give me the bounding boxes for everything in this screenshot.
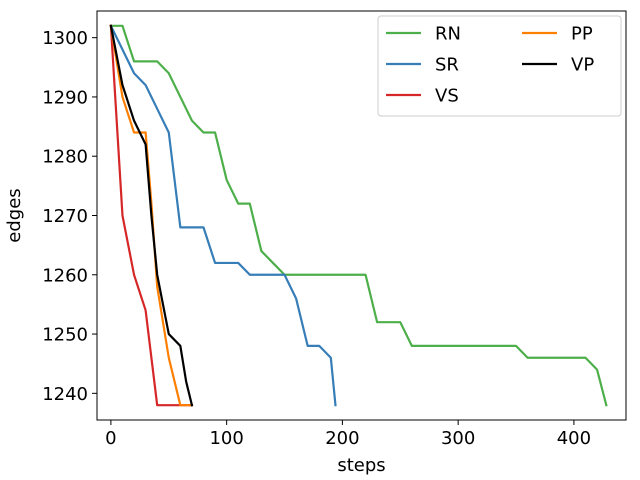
x-axis-label: steps <box>337 455 385 476</box>
series-line-sr <box>109 24 337 407</box>
y-tick-label: 1240 <box>42 384 88 405</box>
x-tick-label: 100 <box>209 428 243 449</box>
y-tick-label: 1260 <box>42 265 88 286</box>
x-tick-label: 400 <box>557 428 591 449</box>
y-tick-label: 1250 <box>42 325 88 346</box>
legend-label-rn: RN <box>435 24 461 45</box>
series-layer <box>109 24 608 407</box>
legend-label-sr: SR <box>435 55 459 76</box>
legend-label-pp: PP <box>571 24 593 45</box>
y-tick-label: 1270 <box>42 206 88 227</box>
y-axis-label: edges <box>4 188 25 242</box>
legend: RN SR VS PP VP <box>377 15 622 117</box>
plot-frame <box>96 10 627 421</box>
y-tick-label: 1300 <box>42 28 88 49</box>
y-tick-label: 1280 <box>42 147 88 168</box>
x-tick-label: 200 <box>325 428 359 449</box>
series-line-vp <box>109 24 194 407</box>
legend-label-vp: VP <box>571 55 594 76</box>
series-line-rn <box>109 24 608 407</box>
x-tick-label: 300 <box>441 428 475 449</box>
x-axis-ticks: 0 100 200 300 400 <box>105 420 591 449</box>
y-tick-label: 1290 <box>42 87 88 108</box>
legend-box <box>377 15 622 117</box>
series-line-vs <box>109 24 194 407</box>
legend-label-vs: VS <box>435 86 459 107</box>
y-axis-ticks: 1240 1250 1260 1270 1280 1290 1300 <box>42 28 97 405</box>
x-tick-label: 0 <box>105 428 116 449</box>
